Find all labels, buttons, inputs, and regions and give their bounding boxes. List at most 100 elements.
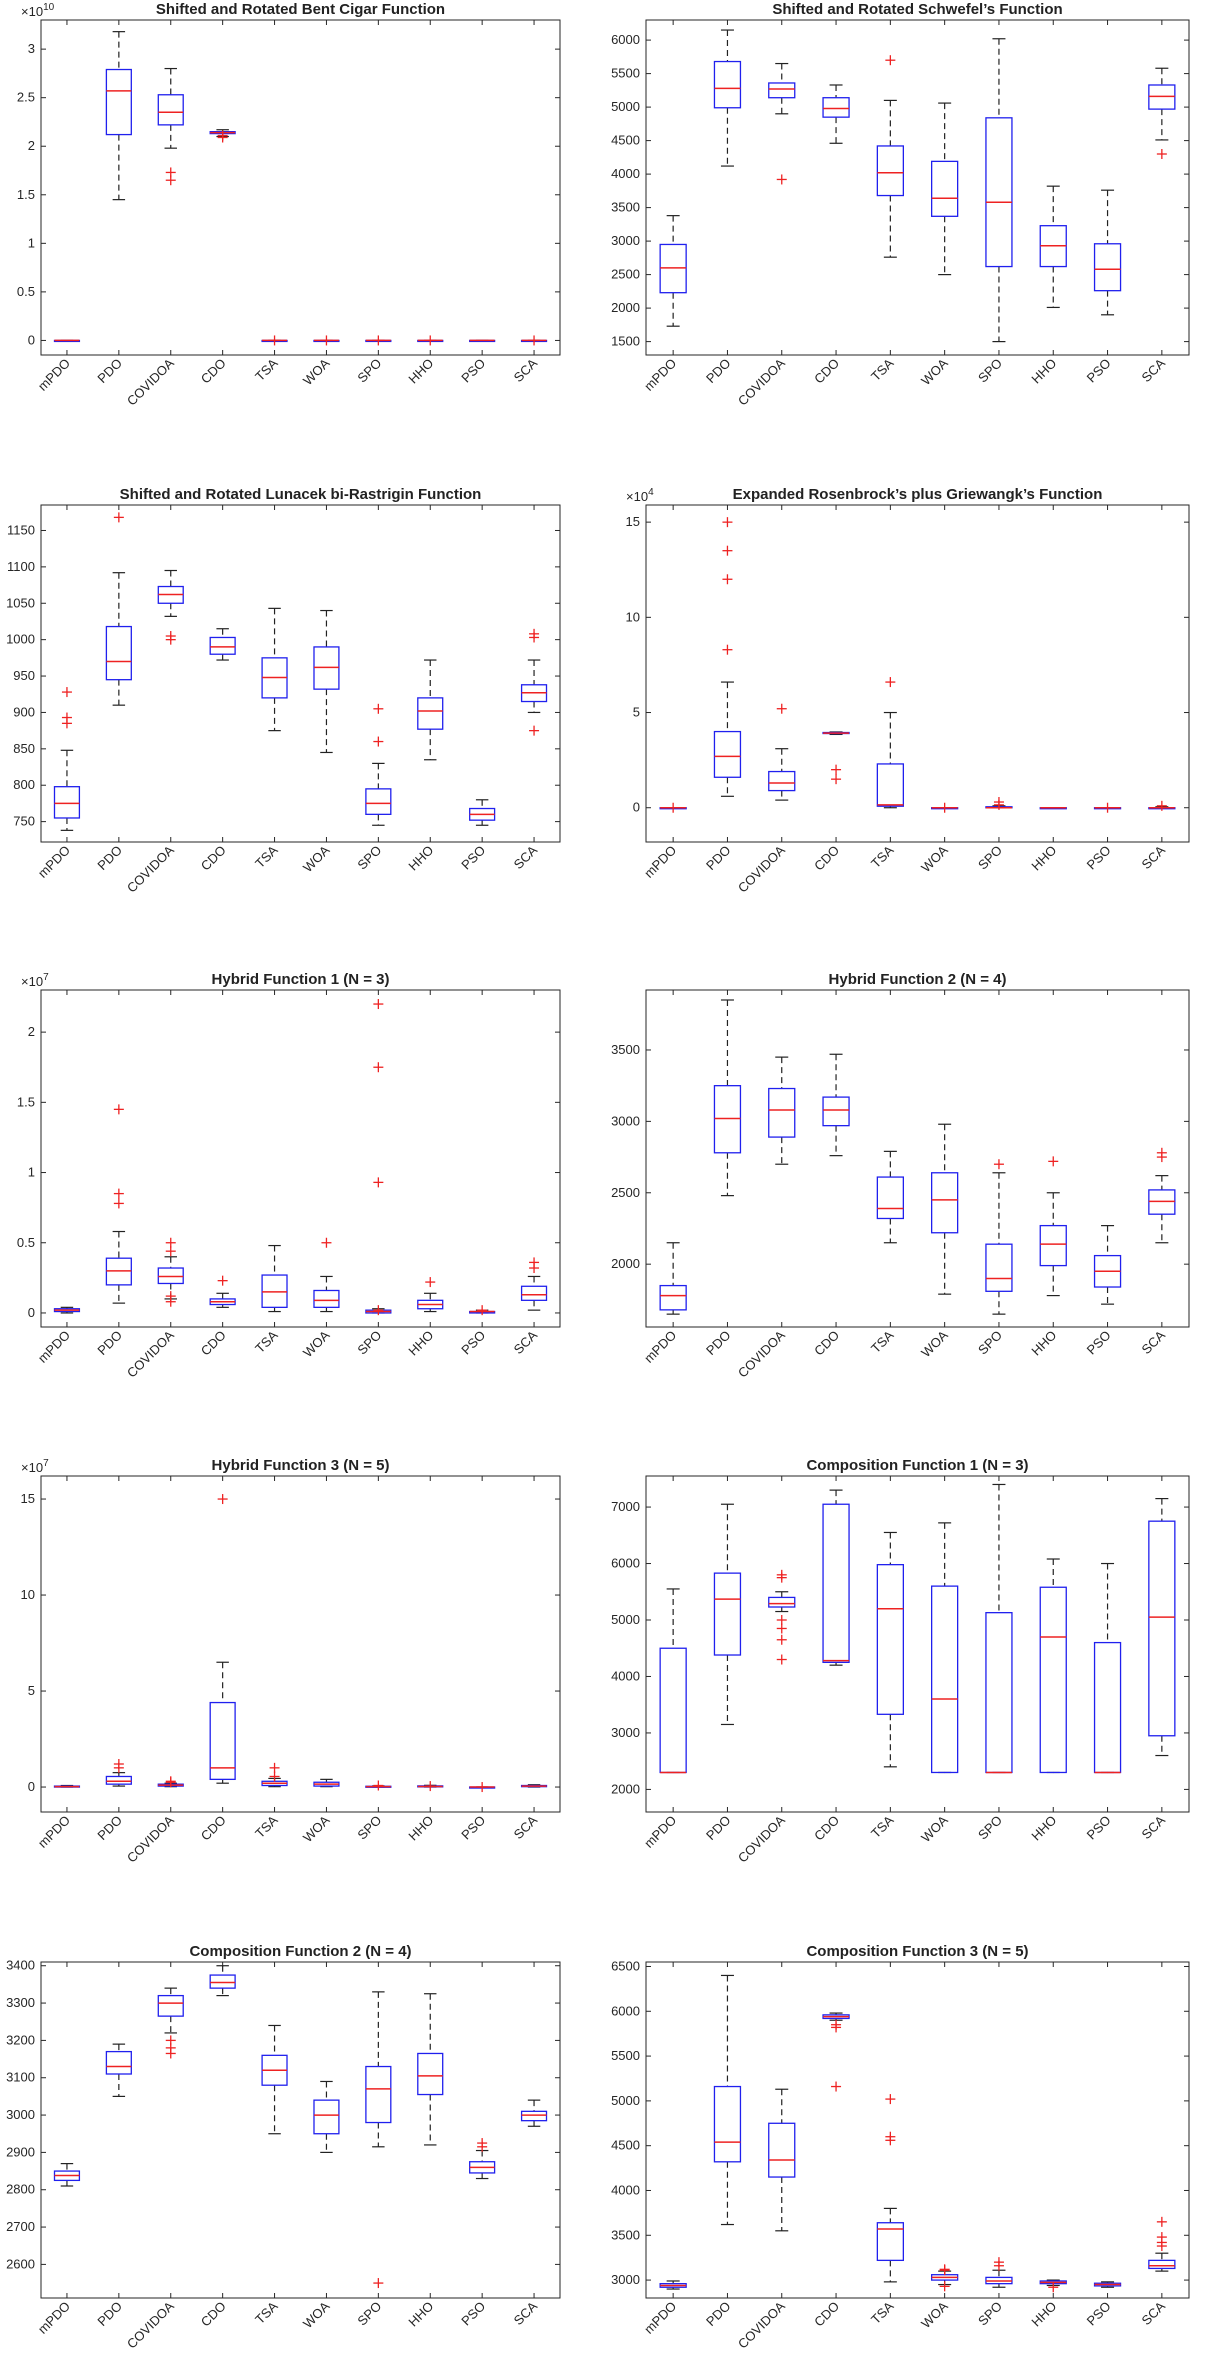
outlier-marker bbox=[993, 1159, 1004, 1170]
x-tick-label: TSA bbox=[252, 1812, 281, 1841]
axes-frame bbox=[645, 1961, 1190, 2299]
box-group bbox=[985, 797, 1013, 810]
box-group bbox=[365, 703, 392, 826]
y-tick-label: 1000 bbox=[6, 632, 35, 647]
y-axis-exponent: ×1010 bbox=[21, 2, 55, 19]
box-group bbox=[313, 2080, 340, 2153]
box-group bbox=[1093, 1225, 1122, 1305]
outlier-marker bbox=[1156, 2241, 1167, 2252]
box-iqr bbox=[53, 786, 81, 819]
y-tick-label: 5 bbox=[28, 1683, 35, 1698]
box-group bbox=[768, 62, 796, 185]
axes-frame bbox=[645, 989, 1190, 1328]
x-tick-label: HHO bbox=[405, 1328, 436, 1359]
box-group bbox=[365, 1991, 392, 2289]
x-tick-label: SCA bbox=[1138, 842, 1168, 872]
axes-frame bbox=[645, 1475, 1190, 1813]
box-group bbox=[157, 1237, 184, 1307]
box-iqr bbox=[876, 1564, 904, 1715]
x-tick-label: TSA bbox=[868, 2298, 897, 2327]
box-group bbox=[985, 2257, 1013, 2288]
box-iqr bbox=[365, 788, 392, 815]
box-iqr bbox=[768, 1596, 796, 1608]
box-group bbox=[53, 1784, 81, 1788]
box-group bbox=[659, 2280, 687, 2290]
chart-title: Hybrid Function 1 (N = 3) bbox=[212, 971, 390, 988]
box-group bbox=[261, 335, 288, 346]
x-tick-label: SPO bbox=[354, 356, 384, 386]
box-group bbox=[105, 1104, 132, 1304]
outlier-marker bbox=[477, 1782, 488, 1793]
y-tick-label: 0 bbox=[28, 1779, 35, 1794]
box-group bbox=[520, 1784, 548, 1788]
outlier-marker bbox=[776, 174, 787, 185]
x-tick-label: COVIDOA bbox=[124, 355, 177, 408]
outlier-marker bbox=[939, 802, 950, 813]
box-iqr bbox=[1148, 1520, 1176, 1737]
box-group bbox=[713, 1974, 742, 2226]
y-tick-label: 6000 bbox=[611, 32, 640, 47]
x-tick-label: mPDO bbox=[641, 2299, 679, 2337]
x-tick-label: CDO bbox=[198, 1813, 229, 1844]
box-group bbox=[1039, 1156, 1067, 1297]
x-tick-label: PDO bbox=[94, 843, 125, 874]
x-tick-label: SCA bbox=[511, 2298, 541, 2328]
box-group bbox=[105, 512, 132, 706]
box-group bbox=[931, 102, 959, 276]
axes-frame bbox=[40, 504, 561, 843]
box-iqr bbox=[876, 2222, 904, 2262]
box-iqr bbox=[768, 1087, 796, 1138]
box-group bbox=[105, 31, 132, 201]
box-iqr bbox=[931, 1172, 959, 1234]
box-group bbox=[985, 38, 1013, 343]
box-iqr bbox=[313, 2099, 340, 2135]
y-tick-label: 900 bbox=[13, 704, 35, 719]
box-group bbox=[876, 2094, 904, 2283]
outlier-marker bbox=[831, 2022, 842, 2033]
outlier-marker bbox=[113, 512, 124, 523]
outlier-marker bbox=[668, 802, 679, 813]
box-group bbox=[1093, 1562, 1122, 1774]
box-group bbox=[365, 1780, 392, 1791]
y-tick-label: 3500 bbox=[611, 200, 640, 215]
box-group bbox=[209, 1275, 236, 1308]
y-tick-label: 1100 bbox=[7, 559, 35, 574]
x-tick-label: CDO bbox=[198, 843, 229, 874]
outlier-marker bbox=[993, 799, 1004, 810]
chart-panel: Shifted and Rotated Bent Cigar Function ×… bbox=[17, 1, 561, 409]
y-tick-label: 1150 bbox=[7, 522, 35, 537]
box-iqr bbox=[1039, 1224, 1067, 1267]
outlier-marker bbox=[113, 1198, 124, 1209]
y-tick-label: 0 bbox=[28, 332, 35, 347]
x-tick-label: PDO bbox=[703, 843, 734, 874]
y-tick-label: 2700 bbox=[6, 2219, 35, 2234]
box-group bbox=[1148, 67, 1176, 159]
box-iqr bbox=[1093, 243, 1122, 292]
x-tick-label: CDO bbox=[811, 1813, 842, 1844]
x-tick-label: CDO bbox=[198, 1328, 229, 1359]
x-tick-label: SCA bbox=[511, 355, 541, 385]
chart-panel: Composition Function 2 (N = 4) 2600 2700 28… bbox=[6, 1943, 561, 2352]
chart-title: Composition Function 2 (N = 4) bbox=[189, 1943, 411, 1960]
box-group bbox=[417, 659, 444, 761]
x-tick-label: PDO bbox=[94, 356, 125, 387]
y-tick-label: 4500 bbox=[611, 133, 640, 148]
x-tick-label: SPO bbox=[354, 1328, 384, 1358]
x-tick-label: SPO bbox=[975, 356, 1005, 386]
y-tick-label: 15 bbox=[626, 514, 640, 529]
y-tick-label: 2500 bbox=[611, 267, 640, 282]
x-tick-label: WOA bbox=[300, 355, 333, 388]
y-tick-label: 3300 bbox=[6, 1995, 35, 2010]
x-tick-label: TSA bbox=[868, 355, 897, 384]
box-iqr bbox=[157, 94, 184, 126]
y-tick-label: 6000 bbox=[611, 2003, 640, 2018]
box-iqr bbox=[985, 1612, 1013, 1774]
y-tick-label: 2000 bbox=[611, 1256, 640, 1271]
outlier-marker bbox=[373, 703, 384, 714]
box-group bbox=[261, 1244, 288, 1313]
outlier-marker bbox=[529, 725, 540, 736]
chart-panel: Expanded Rosenbrock’s plus Griewangk’s F… bbox=[626, 486, 1190, 896]
x-tick-label: SPO bbox=[354, 2299, 384, 2329]
y-tick-label: 800 bbox=[13, 777, 35, 792]
